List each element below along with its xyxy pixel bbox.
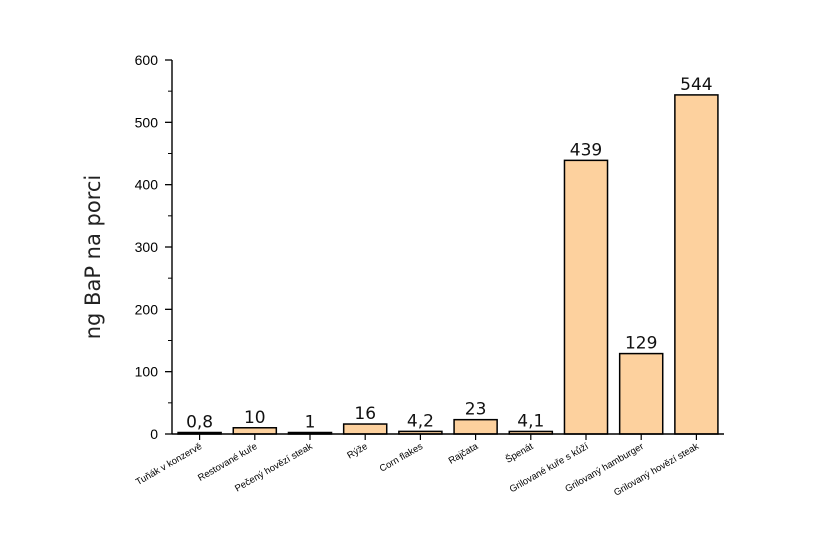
x-tick-label: Špenát [504,441,536,466]
y-tick-label: 0 [150,426,158,442]
x-tick-label: Rýže [345,441,369,461]
bar-value-label: 4,2 [407,411,434,431]
x-tick-label: Rajčata [447,441,481,467]
bar [674,94,719,435]
y-axis: 0 100 200 300 400 500 600 [135,52,173,442]
y-tick-label: 300 [135,239,159,255]
bar [342,423,388,435]
bar-value-label: 544 [680,75,712,95]
y-tick-label: 400 [135,177,159,193]
x-tick-label: Corn flakes [378,441,425,475]
bar [232,427,278,435]
y-axis-label: ng BaP na porci [81,175,105,340]
bar-value-label: 4,1 [517,411,544,431]
bar-value-label: 10 [244,408,266,428]
y-tick-label: 200 [135,301,159,317]
bar [453,418,498,435]
bar [563,159,609,435]
y-tick-label: 100 [135,364,159,380]
bar-value-label: 16 [354,404,376,424]
bar-value-label: 1 [305,413,316,433]
y-tick-label: 500 [135,114,159,130]
bar-value-label: 439 [570,140,602,160]
bars: 0,8 10 1 16 4,2 23 4,1 439 129 544 [177,75,719,435]
bar-value-label: 23 [465,400,487,420]
y-tick-label: 600 [135,52,159,68]
bar [618,352,664,435]
x-tick-label: Tuňák v konzervě [134,441,204,488]
bar-value-label: 129 [625,334,657,354]
bar-value-label: 0,8 [186,413,213,433]
